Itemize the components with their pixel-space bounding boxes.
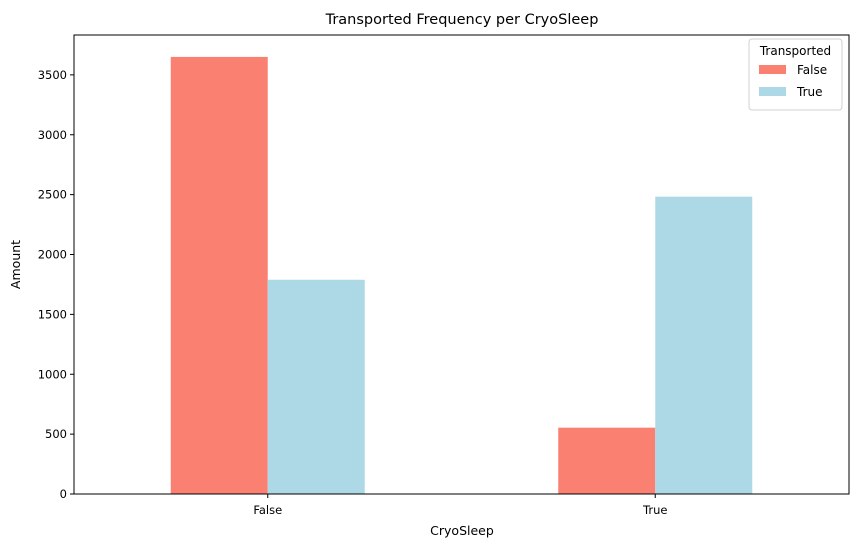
legend: Transported False True — [748, 38, 843, 111]
legend-title: Transported — [759, 44, 831, 58]
bar-true-false — [267, 279, 365, 494]
bar-true-true — [655, 196, 753, 495]
y-tick-label: 2000 — [38, 248, 67, 262]
legend-swatch-false — [759, 65, 786, 74]
y-tick-label: 3500 — [38, 68, 67, 82]
y-tick-label: 3000 — [38, 128, 67, 142]
y-tick-label: 2500 — [38, 188, 67, 202]
bar-false-true — [558, 427, 656, 494]
legend-label-false: False — [797, 63, 827, 77]
y-axis-label: Amount — [8, 240, 23, 289]
bar-false-false — [170, 56, 268, 495]
chart-title: Transported Frequency per CryoSleep — [325, 12, 599, 28]
plot-frame — [73, 34, 850, 495]
x-axis-label: CryoSleep — [430, 523, 494, 538]
y-tick-label: 1500 — [38, 307, 67, 321]
y-tick-label: 1000 — [38, 367, 67, 381]
legend-label-true: True — [796, 85, 823, 99]
y-tick-label: 0 — [60, 487, 67, 501]
x-tick-label-false: False — [253, 503, 282, 517]
y-tick-label: 500 — [45, 427, 67, 441]
bars-group — [170, 56, 753, 495]
y-axis-ticks: 0 500 1000 1500 2000 2500 3000 3500 — [38, 68, 74, 501]
x-tick-label-true: True — [642, 503, 667, 517]
x-axis-ticks: False True — [253, 494, 667, 517]
legend-swatch-true — [759, 87, 786, 96]
